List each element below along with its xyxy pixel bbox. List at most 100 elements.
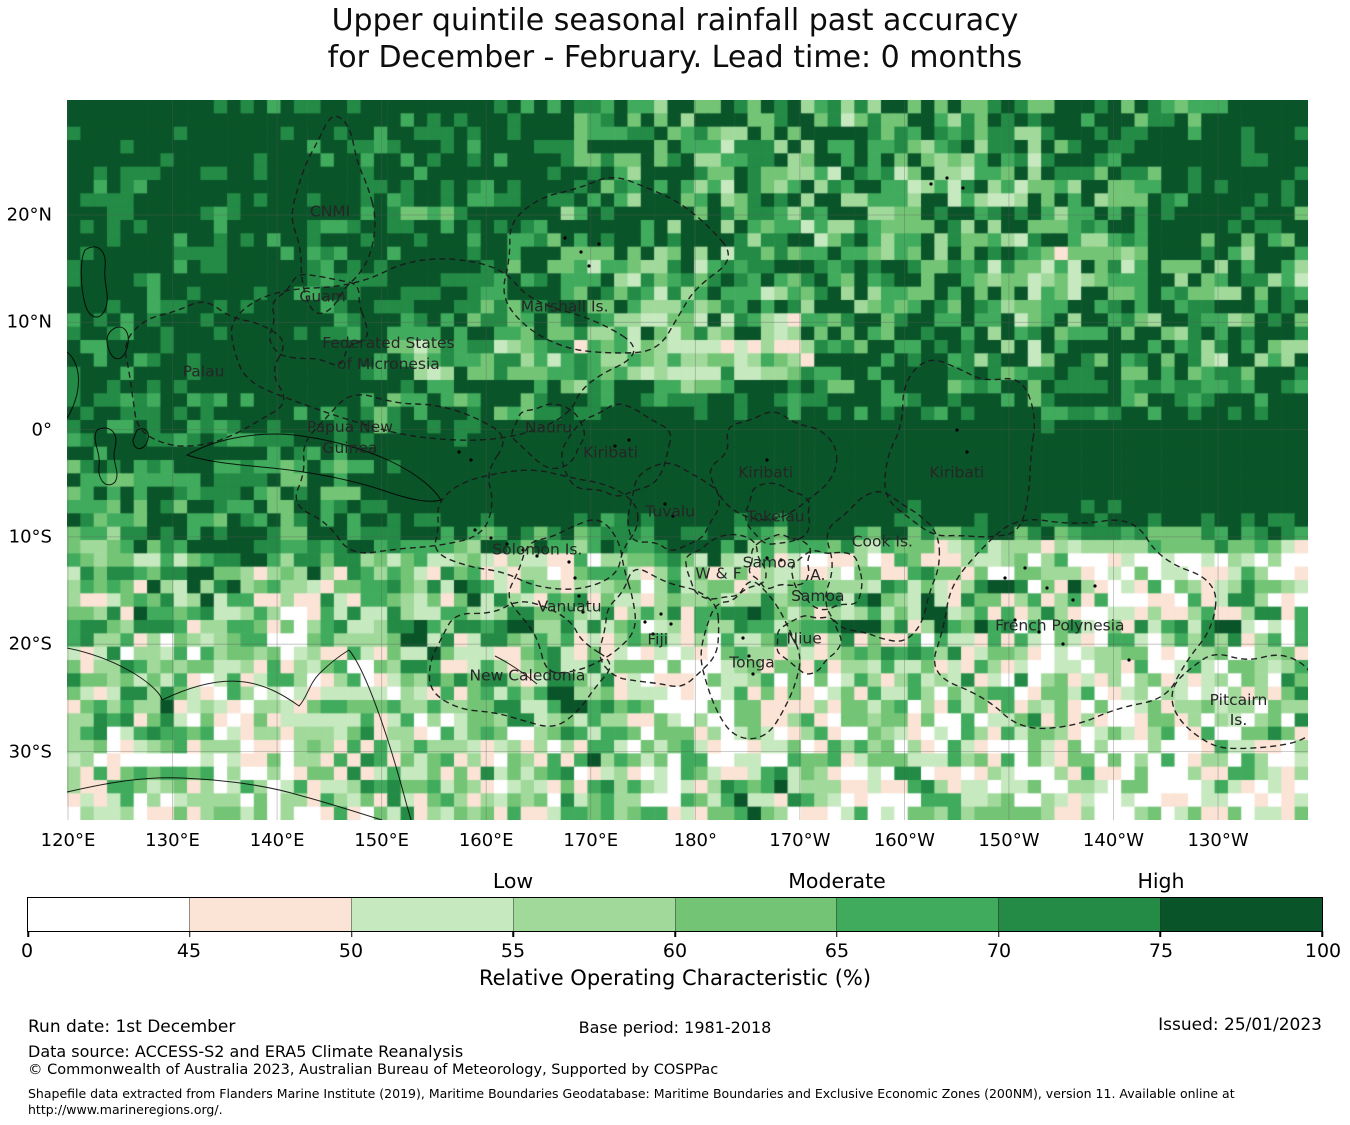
- island-dot: [765, 458, 769, 462]
- y-tick-label-30-s: 30°S: [8, 741, 52, 762]
- x-tick-label-160-e: 160°E: [458, 830, 514, 851]
- colorbar-category-high: High: [1137, 869, 1185, 893]
- coastline: [106, 326, 129, 360]
- colorbar-tick-mark: [836, 931, 838, 937]
- eez-boundary-cnmi: [291, 115, 376, 315]
- base-period-text: Base period: 1981-2018: [578, 1018, 772, 1037]
- y-tick-label-0: 0°: [31, 419, 52, 441]
- colorbar-tick-mark: [997, 931, 1000, 937]
- island-dot: [747, 654, 751, 658]
- eez-boundary-nauru: [511, 403, 586, 470]
- coastline: [67, 351, 80, 419]
- rainfall-accuracy-raster: [67, 100, 1308, 820]
- eez-boundary-fiji: [599, 568, 720, 688]
- eez-boundary-samoa: [748, 533, 812, 590]
- island-dot: [669, 622, 673, 626]
- island-dot: [651, 632, 655, 636]
- island-dot: [587, 264, 591, 268]
- coastline: [94, 427, 118, 486]
- island-dot: [671, 514, 675, 518]
- shapefile-attribution-line2: http://www.marineregions.org/.: [28, 1101, 223, 1117]
- x-tick-label-150-e: 150°E: [354, 830, 410, 851]
- eez-boundary-tuvalu: [627, 462, 721, 551]
- colorbar-category-moderate: Moderate: [788, 869, 886, 893]
- colorbar-tick-label-100: 100: [1304, 940, 1342, 962]
- colorbar-tick-mark: [674, 931, 676, 937]
- colorbar-tick-label-70: 70: [986, 940, 1012, 962]
- data-source-text: Data source: ACCESS-S2 and ERA5 Climate …: [28, 1042, 464, 1061]
- coastline: [67, 647, 163, 701]
- island-dot: [929, 182, 933, 186]
- island-dot: [643, 620, 647, 624]
- colorbar-tick-mark: [1321, 931, 1323, 937]
- colorbar-segment-6: [998, 898, 1161, 931]
- eez-boundary-niue: [776, 615, 842, 675]
- coastline: [67, 777, 383, 820]
- x-tick-label-140-w: 140°W: [1082, 830, 1145, 851]
- eez-boundary-new-caledonia: [428, 601, 611, 727]
- island-dot: [535, 554, 539, 558]
- island-dot: [469, 458, 473, 462]
- eez-boundary-tonga: [700, 581, 801, 740]
- issued-date-text: Issued: 25/01/2023: [1158, 1015, 1322, 1035]
- island-dot: [579, 250, 583, 254]
- x-tick-label-130-w: 130°W: [1187, 830, 1249, 851]
- colorbar-tick-mark: [350, 931, 353, 937]
- x-tick-label-170-e: 170°E: [563, 830, 619, 851]
- shapefile-attribution-line1: Shapefile data extracted from Flanders M…: [28, 1086, 1235, 1101]
- island-dot: [1013, 618, 1017, 622]
- eez-boundary-palau: [124, 301, 285, 447]
- island-dot: [521, 548, 525, 552]
- colorbar-category-low: Low: [492, 869, 534, 893]
- chart-title: Upper quintile seasonal rainfall past ac…: [0, 2, 1350, 76]
- colorbar-tick-label-0: 0: [20, 940, 34, 962]
- island-dot: [581, 610, 585, 614]
- colorbar-tick-label-65: 65: [824, 940, 850, 962]
- island-dot: [627, 438, 631, 442]
- island-dot: [1061, 642, 1065, 646]
- colorbar-tick-label-55: 55: [500, 940, 526, 962]
- coastline: [494, 655, 538, 685]
- island-dot: [1045, 586, 1049, 590]
- eez-boundary-solomon-is: [434, 469, 639, 590]
- y-tick-label-10-n: 10°N: [6, 311, 52, 333]
- y-tick-label-20-s: 20°S: [8, 633, 52, 655]
- x-tick-label-140-e: 140°E: [249, 830, 305, 851]
- colorbar-bar: [27, 897, 1323, 937]
- eez-boundary-kiribati-line: [884, 359, 1035, 538]
- footer-row: Run date: 1st December Base period: 1981…: [28, 1015, 1322, 1039]
- colorbar-tick-label-75: 75: [1148, 940, 1174, 962]
- copyright-text: © Commonwealth of Australia 2023, Austra…: [28, 1062, 719, 1078]
- coastline: [185, 433, 442, 502]
- y-tick-label-20-n: 20°N: [6, 204, 52, 226]
- eez-boundary-kiribati-phoenix: [709, 411, 838, 521]
- island-dot: [955, 428, 959, 432]
- eez-boundary-vanuatu: [508, 519, 637, 674]
- colorbar-tick-labels: 0 45 50 55 60 65 70 75 100: [21, 940, 1341, 963]
- colorbar-tick-mark: [27, 931, 29, 937]
- map-overlay: [67, 100, 1308, 820]
- colorbar-tick-mark: [512, 931, 514, 937]
- shapefile-attribution: Shapefile data extracted from Flanders M…: [28, 1086, 1235, 1117]
- colorbar-tick-mark: [1159, 931, 1161, 937]
- colorbar-tick-label-45: 45: [176, 940, 202, 962]
- coastline: [132, 428, 149, 449]
- eez-boundary-tokelau: [744, 482, 811, 545]
- eez-boundary-guam: [269, 273, 369, 366]
- colorbar-segment-1: [188, 898, 351, 931]
- island-dot: [663, 502, 667, 506]
- eez-boundary-marshall-is: [503, 177, 729, 354]
- coastline: [161, 649, 412, 820]
- colorbar-segment-5: [836, 898, 999, 931]
- island-dot: [473, 528, 477, 532]
- island-dot: [965, 450, 969, 454]
- colorbar-segment-7: [1160, 898, 1322, 931]
- island-dot: [489, 536, 493, 540]
- island-dot: [659, 612, 663, 616]
- eez-boundary-french-polynesia: [933, 519, 1217, 730]
- x-tick-label-130-e: 130°E: [145, 830, 200, 851]
- colorbar-tick-label-50: 50: [338, 940, 364, 962]
- run-date-text: Run date: 1st December: [28, 1017, 236, 1037]
- island-dot: [779, 558, 783, 562]
